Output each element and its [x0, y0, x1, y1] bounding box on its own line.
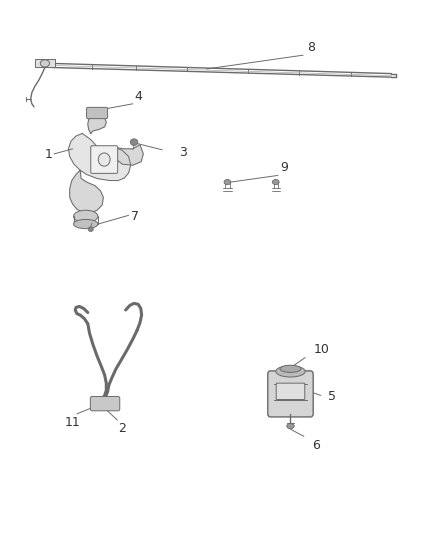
FancyBboxPatch shape	[91, 146, 118, 173]
Ellipse shape	[276, 366, 305, 377]
FancyBboxPatch shape	[268, 371, 313, 417]
Ellipse shape	[98, 153, 110, 166]
FancyBboxPatch shape	[87, 107, 108, 119]
Ellipse shape	[74, 210, 98, 222]
Text: 5: 5	[328, 391, 336, 403]
FancyBboxPatch shape	[35, 59, 55, 68]
Text: 3: 3	[179, 147, 187, 159]
Ellipse shape	[287, 424, 294, 429]
FancyBboxPatch shape	[90, 397, 120, 411]
Text: 4: 4	[134, 90, 142, 103]
Text: 10: 10	[314, 343, 330, 356]
Ellipse shape	[272, 180, 279, 184]
FancyBboxPatch shape	[276, 383, 305, 400]
Text: 6: 6	[313, 439, 321, 453]
Text: 11: 11	[65, 416, 81, 429]
Ellipse shape	[74, 220, 98, 229]
Text: 1: 1	[45, 149, 53, 161]
Text: 7: 7	[131, 210, 139, 223]
Ellipse shape	[40, 60, 49, 67]
Ellipse shape	[88, 227, 93, 231]
Polygon shape	[88, 116, 106, 133]
Polygon shape	[116, 145, 143, 165]
Text: 9: 9	[281, 161, 289, 174]
Ellipse shape	[224, 180, 231, 184]
Polygon shape	[70, 171, 103, 213]
Ellipse shape	[280, 365, 301, 373]
Ellipse shape	[130, 139, 138, 146]
Polygon shape	[68, 133, 131, 181]
Text: 2: 2	[118, 422, 126, 435]
Text: 8: 8	[307, 41, 315, 54]
